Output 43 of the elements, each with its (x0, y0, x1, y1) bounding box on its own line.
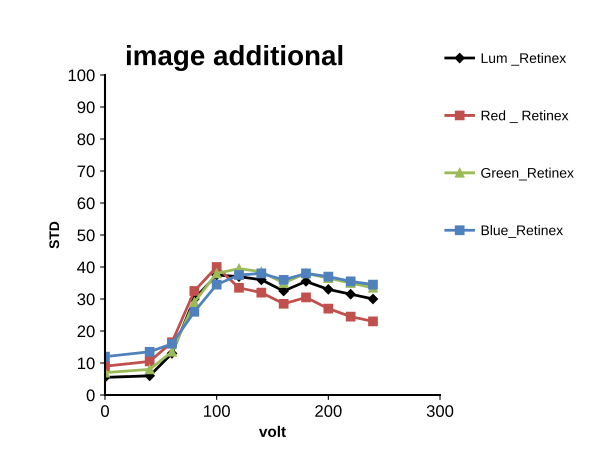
point (212, 262, 222, 272)
y-tick-label: 90 (78, 101, 95, 114)
point (323, 304, 334, 314)
y-tick-label: 0 (86, 389, 95, 402)
point (368, 280, 378, 290)
point (256, 288, 266, 298)
point (189, 286, 200, 296)
point (346, 312, 356, 322)
point (368, 294, 378, 304)
legend-label: Blue_Retinex (482, 225, 563, 238)
y-tick-label: 50 (77, 229, 95, 242)
y-tick-label: 10 (78, 357, 95, 370)
point (144, 364, 155, 374)
legend-label: Lum _Retinex (482, 52, 566, 66)
point (323, 284, 334, 295)
point (368, 316, 378, 326)
y-tick-label: 100 (68, 69, 95, 82)
point (278, 274, 289, 285)
point (189, 297, 200, 308)
legend-label: Red _ Retinex (482, 110, 568, 124)
y-tick-label: 70 (78, 165, 95, 178)
x-axis-title: volt (258, 426, 286, 438)
point (144, 356, 155, 366)
x-tick-label: 0 (101, 405, 109, 417)
x-tick-label: 100 (204, 405, 230, 417)
y-axis-title: STD (49, 222, 60, 248)
point (144, 346, 155, 357)
y-tick-label: 30 (77, 293, 95, 306)
point (346, 289, 356, 300)
y-tick-label: 20 (78, 325, 95, 338)
y-tick-label: 40 (77, 261, 95, 274)
point (212, 280, 222, 290)
x-tick-label: 200 (315, 405, 342, 417)
x-tick-label: 300 (426, 405, 454, 417)
point (189, 306, 200, 317)
point (278, 298, 289, 309)
chart-title: image additional (126, 44, 342, 72)
y-tick-label: 80 (77, 133, 95, 146)
point (234, 282, 244, 293)
point (256, 268, 266, 278)
point (301, 292, 311, 302)
y-tick-label: 60 (78, 197, 95, 210)
legend-label: Green_Retinex (481, 168, 574, 180)
